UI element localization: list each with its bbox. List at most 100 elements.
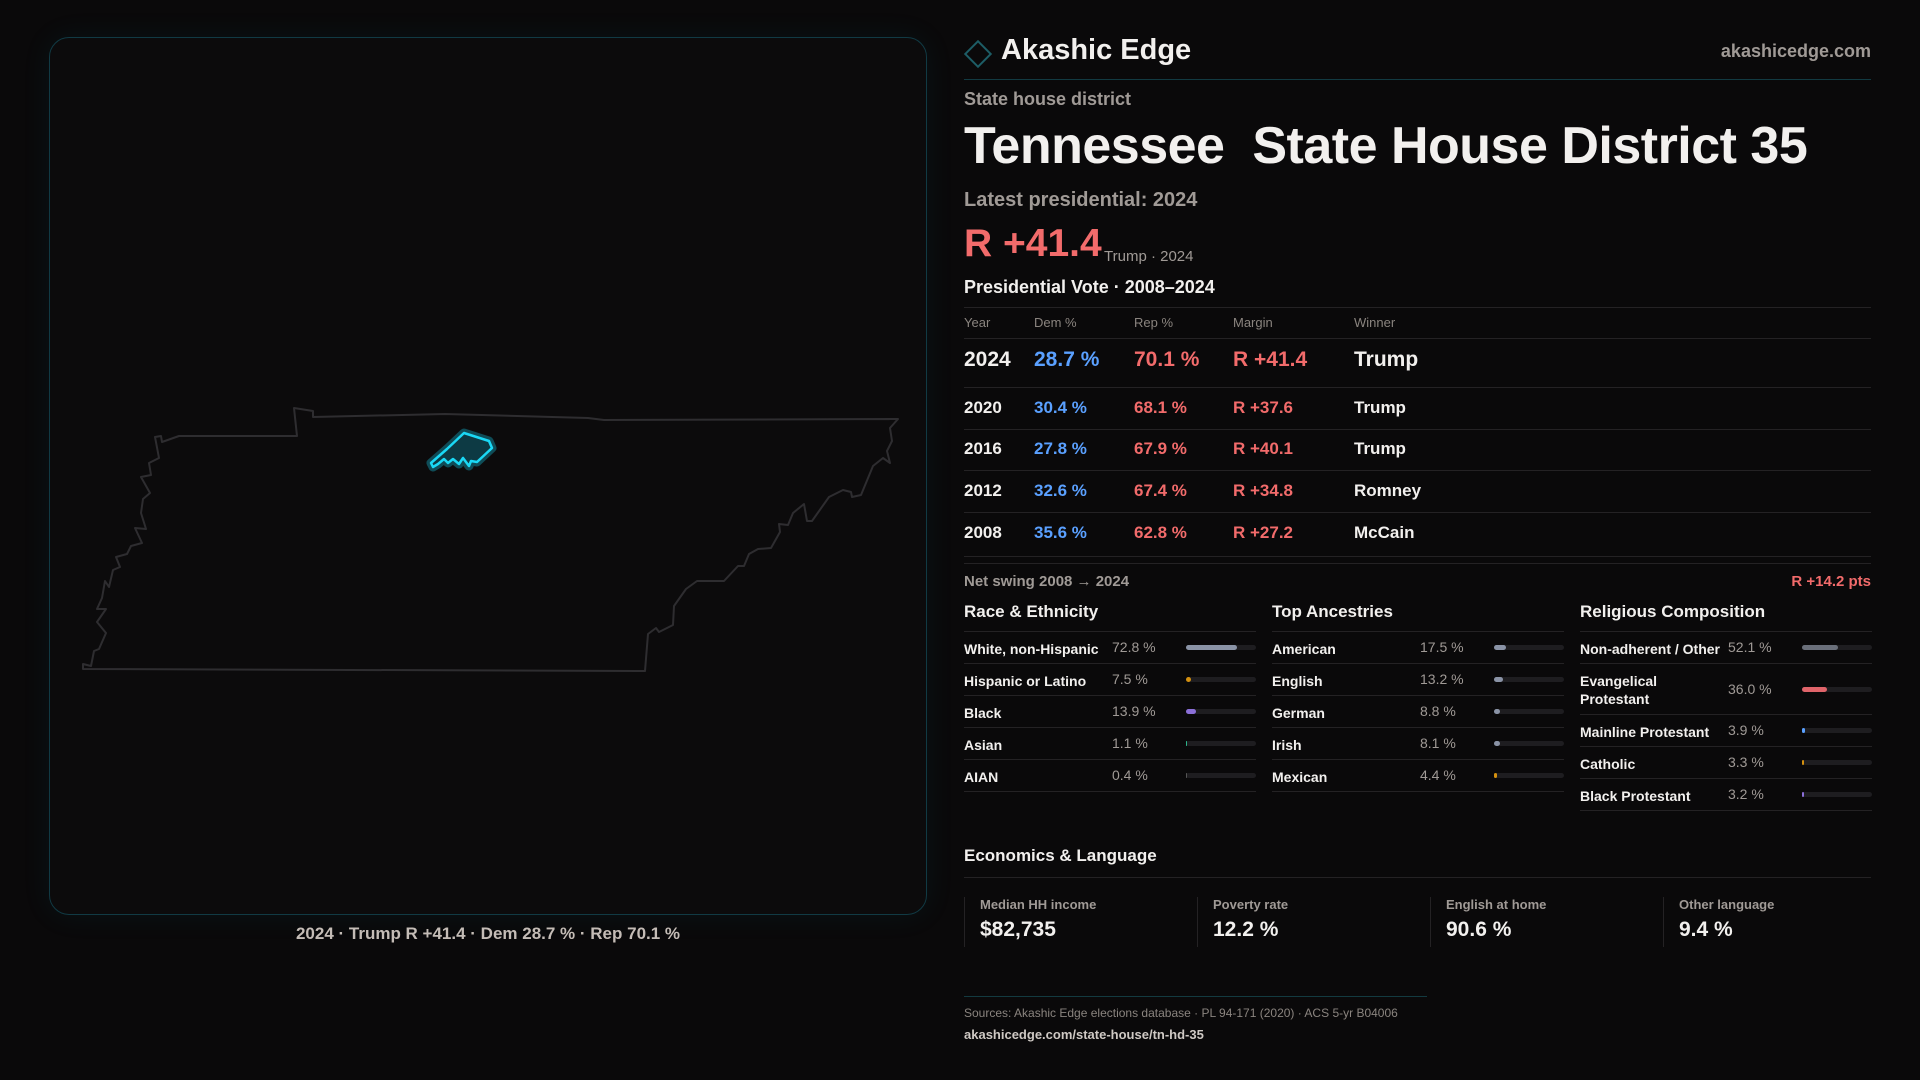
cell-winner: McCain — [1354, 523, 1415, 542]
econ-card: Other language 9.4 % — [1663, 897, 1895, 947]
stat-row: AIAN 0.4 % — [964, 760, 1256, 792]
stat-bar — [1186, 741, 1256, 746]
latest-margin: R +41.4 — [964, 222, 1102, 265]
econ-value: 90.6 % — [1446, 918, 1512, 941]
brand-name[interactable]: Akashic Edge — [1001, 34, 1192, 66]
stat-bar — [1802, 792, 1872, 797]
stat-bar-fill — [1802, 760, 1805, 765]
cell-year: 2012 — [964, 481, 1002, 500]
stat-bar — [1186, 709, 1256, 714]
economics-title: Economics & Language — [964, 846, 1157, 865]
section-0: Race & Ethnicity White, non-Hispanic 72.… — [964, 602, 1256, 792]
econ-card: English at home 90.6 % — [1430, 897, 1662, 947]
stat-row: Black Protestant 3.2 % — [1580, 779, 1872, 811]
stat-label: Catholic — [1580, 756, 1636, 772]
stat-row: Mainline Protestant 3.9 % — [1580, 715, 1872, 747]
cell-margin: R +37.6 — [1233, 398, 1294, 417]
econ-label: Median HH income — [980, 897, 1097, 912]
stat-row: English 13.2 % — [1272, 664, 1564, 696]
stat-bar-fill — [1186, 741, 1188, 746]
stat-row: Mexican 4.4 % — [1272, 760, 1564, 792]
cell-winner: Romney — [1354, 481, 1422, 500]
cell-winner: Trump — [1354, 348, 1419, 371]
divider — [964, 338, 1871, 339]
state-outline — [82, 407, 899, 672]
column-header: Rep % — [1134, 315, 1174, 330]
cell-dem: 35.6 % — [1034, 523, 1087, 542]
cell-rep: 68.1 % — [1134, 398, 1187, 417]
district-highlight[interactable] — [429, 431, 494, 469]
stat-value: 72.8 % — [1112, 639, 1156, 655]
stat-bar — [1494, 741, 1564, 746]
stat-value: 8.1 % — [1420, 735, 1456, 751]
column-header: Dem % — [1034, 315, 1077, 330]
stat-row: Evangelical Protestant 36.0 % — [1580, 664, 1872, 715]
header: Akashic Edge akashicedge.com — [963, 30, 1871, 80]
column-header: Winner — [1354, 315, 1396, 330]
divider — [964, 429, 1871, 430]
page-url[interactable]: akashicedge.com/state-house/tn-hd-35 — [964, 1027, 1204, 1042]
econ-value: $82,735 — [980, 918, 1056, 941]
stat-bar-fill — [1802, 645, 1839, 650]
stat-label: American — [1272, 641, 1336, 657]
stat-label: English — [1272, 673, 1323, 689]
stat-row: White, non-Hispanic 72.8 % — [964, 632, 1256, 664]
stat-bar-fill — [1186, 645, 1237, 650]
stat-label: German — [1272, 705, 1325, 721]
stat-row: Asian 1.1 % — [964, 728, 1256, 760]
latest-label: Latest presidential: 2024 — [964, 189, 1198, 211]
stat-row: Irish 8.1 % — [1272, 728, 1564, 760]
stat-bar-fill — [1494, 709, 1501, 714]
stat-label: Irish — [1272, 737, 1302, 753]
econ-value: 9.4 % — [1679, 918, 1733, 941]
econ-label: Other language — [1679, 897, 1775, 912]
stat-bar-fill — [1186, 773, 1188, 778]
cell-winner: Trump — [1354, 398, 1406, 417]
stat-value: 8.8 % — [1420, 703, 1456, 719]
stat-bar — [1186, 677, 1256, 682]
cell-year: 2008 — [964, 523, 1002, 542]
stat-value: 17.5 % — [1420, 639, 1464, 655]
section-title: Race & Ethnicity — [964, 602, 1256, 632]
stat-bar — [1802, 728, 1872, 733]
divider — [964, 877, 1871, 878]
stat-row: Non-adherent / Other 52.1 % — [1580, 632, 1872, 664]
section-title: Top Ancestries — [1272, 602, 1564, 632]
stat-bar-fill — [1494, 645, 1507, 650]
cell-margin: R +40.1 — [1233, 439, 1294, 458]
stat-bar — [1802, 645, 1872, 650]
stat-label: Black Protestant — [1580, 788, 1691, 804]
section-1: Top Ancestries American 17.5 % English 1… — [1272, 602, 1564, 792]
stat-bar-fill — [1802, 792, 1805, 797]
stat-label: Black — [964, 705, 1002, 721]
site-link[interactable]: akashicedge.com — [1720, 41, 1871, 61]
divider — [964, 387, 1871, 388]
section-title: Religious Composition — [1580, 602, 1872, 632]
cell-dem: 32.6 % — [1034, 481, 1087, 500]
divider — [964, 307, 1871, 308]
cell-margin: R +41.4 — [1233, 348, 1308, 371]
footer-divider — [964, 996, 1427, 997]
stat-label: Evangelical Protestant — [1580, 672, 1658, 707]
map-panel[interactable] — [49, 37, 927, 915]
stat-label: White, non-Hispanic — [964, 641, 1099, 657]
cell-dem: 27.8 % — [1034, 439, 1087, 458]
stat-bar-fill — [1494, 741, 1500, 746]
info-panel: Akashic Edge akashicedge.com State house… — [963, 0, 1872, 1080]
cell-dem: 30.4 % — [1034, 398, 1087, 417]
stat-bar-fill — [1494, 773, 1498, 778]
cell-year: 2020 — [964, 398, 1002, 417]
stat-label: Mexican — [1272, 769, 1328, 785]
cell-rep: 62.8 % — [1134, 523, 1187, 542]
econ-card: Poverty rate 12.2 % — [1197, 897, 1429, 947]
state-name: Tennessee — [964, 117, 1225, 175]
stat-bar — [1494, 773, 1564, 778]
stat-bar-fill — [1186, 709, 1196, 714]
cell-year: 2024 — [964, 348, 1011, 371]
stat-bar — [1802, 760, 1872, 765]
stat-bar-fill — [1186, 677, 1192, 682]
stat-bar — [1494, 709, 1564, 714]
stat-value: 3.3 % — [1728, 754, 1764, 770]
econ-label: English at home — [1446, 897, 1547, 912]
cell-margin: R +27.2 — [1233, 523, 1294, 542]
